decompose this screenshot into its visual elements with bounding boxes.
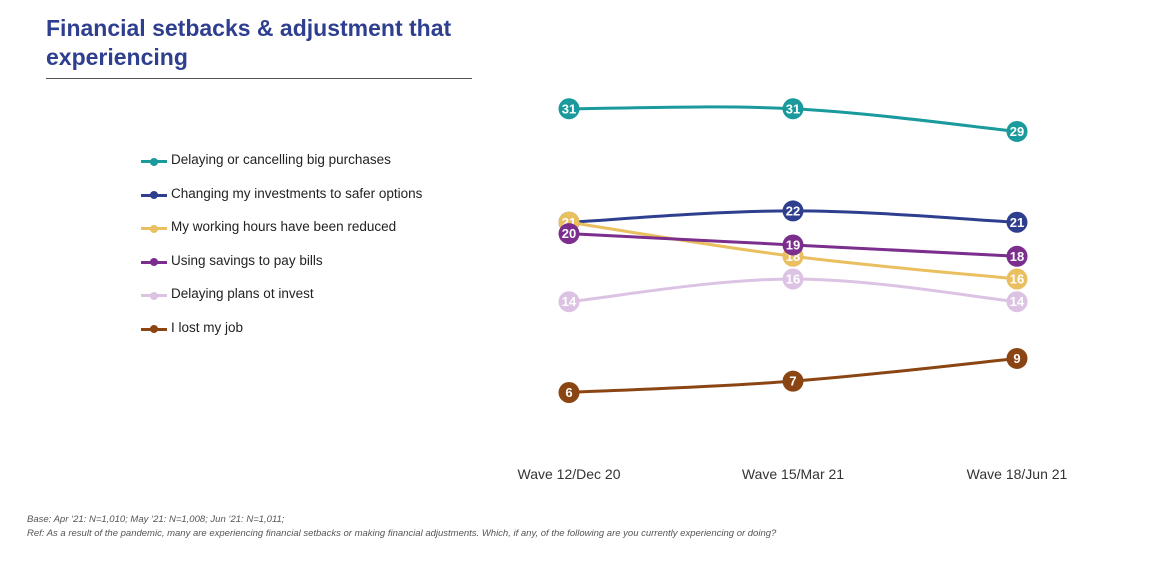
data-label-using-savings-to-pay-bills-2: 18 [1010, 249, 1024, 264]
data-label-using-savings-to-pay-bills-0: 20 [562, 226, 576, 241]
data-point-delaying-or-cancelling-big-purchases-2 [1006, 120, 1028, 142]
data-point-using-savings-to-pay-bills-2 [1006, 245, 1028, 267]
data-point-delaying-plans-ot-invest-0 [558, 291, 580, 313]
data-label-i-lost-my-job-0: 6 [565, 385, 572, 400]
data-point-using-savings-to-pay-bills-0 [558, 223, 580, 245]
data-point-delaying-plans-ot-invest-1 [782, 268, 804, 290]
data-label-delaying-or-cancelling-big-purchases-2: 29 [1010, 124, 1024, 139]
data-point-my-working-hours-have-been-reduced-2 [1006, 268, 1028, 290]
data-label-changing-my-investments-to-safer-options-1: 22 [786, 203, 800, 218]
x-axis-tick-labels: Wave 12/Dec 20 Wave 15/Mar 21 Wave 18/Jun … [518, 466, 1068, 482]
legend-marker [150, 157, 158, 166]
data-point-i-lost-my-job-2 [1006, 347, 1028, 369]
legend-marker [150, 224, 158, 233]
legend-label: Delaying or cancelling big purchases [171, 152, 391, 167]
title-divider [46, 78, 472, 79]
legend-label: Using savings to pay bills [171, 252, 323, 268]
data-label-delaying-or-cancelling-big-purchases-0: 31 [562, 101, 576, 116]
legend-marker [150, 325, 158, 334]
x-tick-label-1: Wave 15/Mar 21 [742, 466, 844, 482]
data-label-i-lost-my-job-1: 7 [789, 374, 796, 389]
data-point-changing-my-investments-to-safer-options-2 [1006, 211, 1028, 233]
x-tick-label-0: Wave 12/Dec 20 [518, 466, 621, 482]
legend-label: My working hours have been reduced [171, 219, 397, 235]
data-point-delaying-plans-ot-invest-2 [1006, 291, 1028, 313]
legend-marker [150, 291, 158, 300]
data-label-delaying-plans-ot-invest-2: 14 [1010, 294, 1025, 309]
data-markers: 313129212221211816201918141614679 [558, 98, 1028, 403]
chart-title: Financial setbacks & adjustment that exp… [46, 15, 452, 70]
data-label-delaying-plans-ot-invest-0: 14 [562, 294, 577, 309]
legend-marker [150, 258, 158, 267]
data-label-using-savings-to-pay-bills-1: 19 [786, 237, 800, 252]
base-note: Base: Apr ‘21: N=1,010; May ‘21: N=1,008… [27, 514, 285, 525]
data-label-delaying-or-cancelling-big-purchases-1: 31 [786, 101, 800, 116]
ref-note: Ref: As a result of the pandemic, many a… [27, 528, 777, 539]
x-tick-label-2: Wave 18/Jun 21 [967, 466, 1068, 482]
data-point-delaying-or-cancelling-big-purchases-0 [558, 98, 580, 120]
legend-marker [150, 191, 158, 200]
legend-label: I lost my job [171, 319, 244, 335]
data-label-changing-my-investments-to-safer-options-2: 21 [1010, 215, 1024, 230]
data-point-i-lost-my-job-1 [782, 370, 804, 392]
data-point-delaying-or-cancelling-big-purchases-1 [782, 98, 804, 120]
data-label-i-lost-my-job-2: 9 [1013, 351, 1020, 366]
data-point-changing-my-investments-to-safer-options-1 [782, 200, 804, 222]
data-label-my-working-hours-have-been-reduced-2: 16 [1010, 272, 1024, 287]
legend-label: Changing my investments to safer options [171, 185, 423, 201]
data-point-i-lost-my-job-0 [558, 382, 580, 403]
data-label-delaying-plans-ot-invest-1: 16 [786, 272, 800, 287]
legend-label: Delaying plans ot invest [171, 286, 314, 302]
data-point-using-savings-to-pay-bills-1 [782, 234, 804, 256]
